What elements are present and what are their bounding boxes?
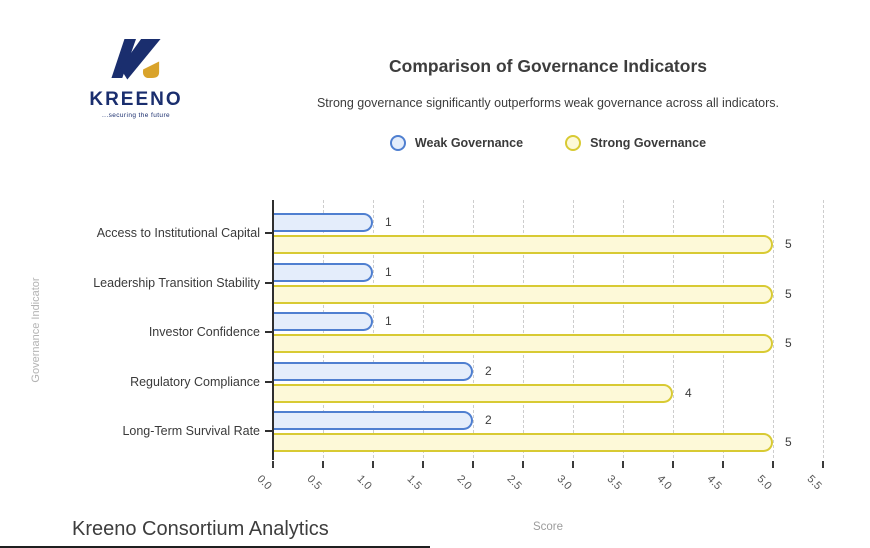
bar-strong-governance-regulatory-compliance xyxy=(273,383,673,403)
x-tick-mark xyxy=(422,461,424,468)
x-tick-label: 1.5 xyxy=(404,473,424,493)
x-tick-mark xyxy=(472,461,474,468)
gridline xyxy=(623,200,624,458)
x-tick-mark xyxy=(722,461,724,468)
legend-item-weak-governance: Weak Governance xyxy=(389,135,524,151)
bar-value-label: 2 xyxy=(485,363,492,378)
bar-strong-governance-leadership-transition-stability xyxy=(273,284,773,304)
bar-strong-governance-investor-confidence xyxy=(273,334,773,353)
gridline xyxy=(423,200,424,458)
bar-weak-governance-leadership-transition-stability xyxy=(273,262,373,282)
category-label-regulatory-compliance: Regulatory Compliance xyxy=(130,374,260,389)
category-label-leadership-transition-stability: Leadership Transition Stability xyxy=(93,275,260,290)
x-tick-mark xyxy=(272,461,274,468)
category-label-long-term-survival-rate: Long-Term Survival Rate xyxy=(122,424,260,438)
x-tick-mark xyxy=(572,461,574,468)
bottom-edge-line xyxy=(0,546,430,548)
x-tick-label: 3.0 xyxy=(554,473,574,493)
gridline xyxy=(573,200,574,458)
bar-value-label: 5 xyxy=(785,336,792,350)
bar-value-label: 2 xyxy=(485,413,492,427)
bar-weak-governance-access-to-institutional-capital xyxy=(273,213,373,232)
x-tick-label: 4.5 xyxy=(704,473,724,493)
bar-weak-governance-long-term-survival-rate xyxy=(273,411,473,430)
gridline xyxy=(473,200,474,458)
x-tick-label: 2.5 xyxy=(504,473,524,493)
logo-brand-text: KREENO xyxy=(89,89,183,110)
gridline xyxy=(523,200,524,458)
bar-value-label: 5 xyxy=(785,237,792,251)
footer-caption: Kreeno Consortium Analytics xyxy=(72,518,329,540)
bar-value-label: 1 xyxy=(385,314,392,328)
x-tick-label: 2.0 xyxy=(454,473,474,493)
x-axis-label: Score xyxy=(532,521,564,533)
legend-marker-strong-governance xyxy=(565,135,582,151)
x-tick-mark xyxy=(672,461,674,468)
y-tick-mark xyxy=(265,430,273,432)
y-axis-line xyxy=(272,200,274,460)
x-tick-label: 3.5 xyxy=(604,473,624,493)
y-tick-mark xyxy=(265,331,273,333)
x-tick-label: 1.0 xyxy=(354,473,374,493)
bar-strong-governance-long-term-survival-rate xyxy=(273,433,773,452)
x-tick-label: 0.0 xyxy=(254,473,274,493)
legend-label: Strong Governance xyxy=(590,136,707,150)
chart-subtitle: Strong governance significantly outperfo… xyxy=(316,96,780,110)
x-tick-mark xyxy=(772,461,774,468)
y-tick-mark xyxy=(265,380,273,383)
legend-marker-weak-governance xyxy=(389,135,406,151)
x-tick-mark xyxy=(522,461,524,468)
bar-weak-governance-regulatory-compliance xyxy=(273,361,473,381)
bar-chart-plot: 0.0 0.5 1.0 1.5 2.0 2.5 3.0 3.5 4.0 4.5 5.0 5.5 1 5 1 5… xyxy=(255,200,848,492)
x-tick-label: 5.0 xyxy=(754,473,774,493)
bar-strong-governance-access-to-institutional-capital xyxy=(273,235,773,254)
bar-value-label: 5 xyxy=(785,286,792,301)
x-tick-mark xyxy=(822,461,824,468)
chart-title: Comparison of Governance Indicators xyxy=(389,56,707,76)
bar-value-label: 1 xyxy=(385,215,392,229)
kreeno-logo: KREENO ...securing the future xyxy=(70,34,202,119)
bar-weak-governance-investor-confidence xyxy=(273,312,373,331)
bar-value-label: 5 xyxy=(785,435,792,449)
x-tick-mark xyxy=(622,461,624,468)
kreeno-logo-icon xyxy=(111,39,161,80)
x-tick-mark xyxy=(372,461,374,468)
x-tick-label: 5.5 xyxy=(804,473,824,493)
gridline xyxy=(723,200,724,458)
bar-value-label: 4 xyxy=(685,385,692,400)
y-tick-mark xyxy=(265,232,273,234)
y-tick-mark xyxy=(265,281,273,284)
logo-tagline: ...securing the future xyxy=(101,112,171,119)
gridline xyxy=(673,200,674,458)
x-tick-label: 4.0 xyxy=(654,473,674,493)
legend-label: Weak Governance xyxy=(414,136,524,150)
bar-value-label: 1 xyxy=(385,264,392,279)
x-tick-label: 0.5 xyxy=(304,473,324,493)
category-label-access-to-institutional-capital: Access to Institutional Capital xyxy=(96,226,260,240)
legend-item-strong-governance: Strong Governance xyxy=(565,135,706,151)
legend: Weak Governance Strong Governance xyxy=(248,135,848,151)
gridline xyxy=(823,200,824,458)
y-axis-label: Governance Indicator xyxy=(30,277,42,383)
gridline xyxy=(373,200,374,458)
x-tick-mark xyxy=(322,461,324,468)
category-label-investor-confidence: Investor Confidence xyxy=(148,325,260,339)
gridline xyxy=(773,200,774,458)
